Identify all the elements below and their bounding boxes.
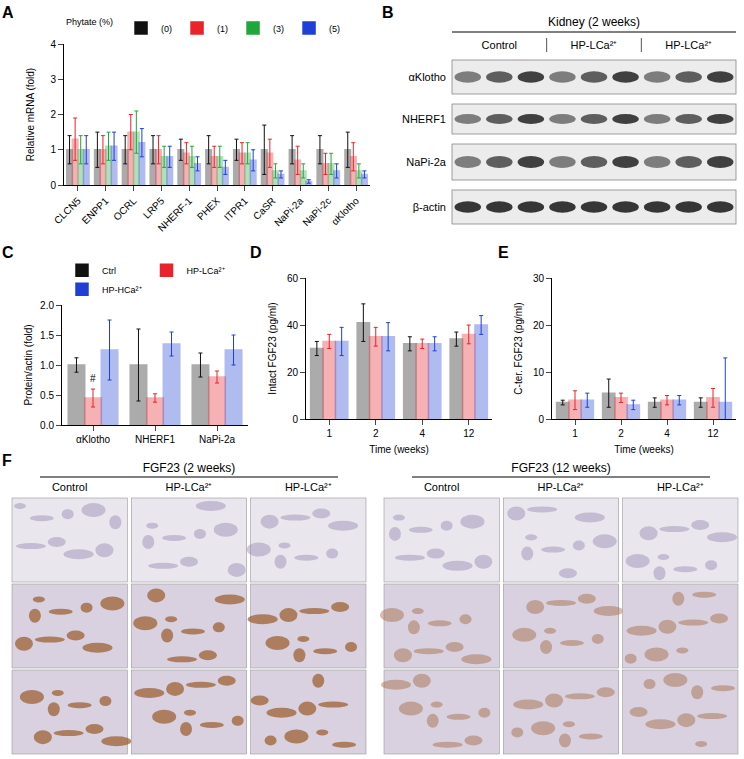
svg-text:NaPi-2c: NaPi-2c [300, 195, 333, 228]
svg-text:LRP5: LRP5 [141, 195, 167, 221]
svg-text:4: 4 [50, 39, 56, 50]
svg-text:HP-LCa²⁺: HP-LCa²⁺ [571, 39, 618, 51]
svg-text:30: 30 [533, 273, 545, 284]
html-text:C: C [2, 244, 14, 261]
svg-text:1.0: 1.0 [40, 360, 54, 371]
svg-text:HP-HCa²⁺: HP-HCa²⁺ [102, 285, 142, 295]
svg-text:1: 1 [572, 428, 578, 439]
svg-text:HP-LCa²⁺: HP-LCa²⁺ [285, 481, 332, 493]
svg-text:(1): (1) [217, 24, 228, 34]
svg-text:Protein/actin (fold): Protein/actin (fold) [23, 324, 34, 405]
svg-text:ENPP1: ENPP1 [80, 195, 111, 226]
svg-text:NaPi-2a: NaPi-2a [272, 195, 306, 229]
svg-text:2: 2 [373, 428, 379, 439]
svg-text:OCRL: OCRL [111, 195, 139, 223]
svg-text:0.5: 0.5 [40, 390, 54, 401]
html-text:F: F [2, 452, 12, 469]
svg-text:1.5: 1.5 [40, 330, 54, 341]
svg-text:60: 60 [287, 273, 299, 284]
svg-text:NHERF-1: NHERF-1 [156, 195, 195, 234]
svg-text:1: 1 [50, 144, 56, 155]
svg-text:HP-LCa²⁺: HP-LCa²⁺ [187, 266, 225, 276]
svg-text:Kidney (2 weeks): Kidney (2 weeks) [548, 15, 640, 29]
svg-text:0: 0 [538, 414, 544, 425]
svg-text:NaPi-2a: NaPi-2a [406, 156, 447, 168]
svg-text:Control: Control [424, 481, 459, 493]
svg-text:NaPi-2a: NaPi-2a [199, 434, 236, 445]
html-text:A: A [2, 4, 14, 21]
svg-text:(3): (3) [273, 24, 284, 34]
svg-text:CaSR: CaSR [251, 195, 278, 222]
svg-text:(0): (0) [161, 24, 172, 34]
svg-text:(5): (5) [329, 24, 340, 34]
svg-text:PHEX: PHEX [195, 195, 222, 222]
svg-text:β-actin: β-actin [413, 201, 446, 213]
svg-text:FGF23 (2 weeks): FGF23 (2 weeks) [143, 461, 236, 475]
svg-text:#: # [90, 373, 96, 384]
svg-text:10: 10 [533, 367, 545, 378]
svg-text:αKlotho: αKlotho [408, 71, 446, 83]
html-text:E: E [498, 244, 509, 261]
svg-text:HP-LCa²⁺: HP-LCa²⁺ [665, 39, 712, 51]
svg-text:40: 40 [287, 320, 299, 331]
svg-text:4: 4 [664, 428, 670, 439]
svg-text:HP-LCa²⁺: HP-LCa²⁺ [657, 481, 704, 493]
svg-text:20: 20 [533, 320, 545, 331]
svg-text:2: 2 [618, 428, 624, 439]
svg-text:4: 4 [419, 428, 425, 439]
svg-text:0: 0 [292, 414, 298, 425]
svg-text:20: 20 [287, 367, 299, 378]
svg-text:HP-LCa²⁺: HP-LCa²⁺ [538, 481, 585, 493]
svg-text:2: 2 [50, 109, 56, 120]
svg-text:NHERF1: NHERF1 [402, 113, 446, 125]
svg-text:Control: Control [52, 481, 87, 493]
svg-text:C-ter. FGF23 (pg/ml): C-ter. FGF23 (pg/ml) [513, 302, 524, 394]
svg-text:Control: Control [482, 39, 517, 51]
svg-text:Relative mRNA (fold): Relative mRNA (fold) [25, 68, 36, 161]
html-text:D: D [250, 244, 262, 261]
svg-text:12: 12 [463, 428, 475, 439]
svg-text:2.0: 2.0 [40, 300, 54, 311]
svg-text:HP-LCa²⁺: HP-LCa²⁺ [166, 481, 213, 493]
html-text:B: B [382, 4, 394, 21]
svg-text:αKlotho: αKlotho [76, 434, 111, 445]
svg-text:Intact FGF23 (pg/ml): Intact FGF23 (pg/ml) [267, 302, 278, 394]
svg-text:αKlotho: αKlotho [329, 195, 361, 227]
svg-text:Ctrl: Ctrl [102, 266, 116, 276]
svg-text:Time (weeks): Time (weeks) [614, 444, 674, 455]
svg-text:CLCN5: CLCN5 [52, 195, 83, 226]
svg-text:Phytate (%): Phytate (%) [66, 17, 113, 27]
svg-text:3: 3 [50, 74, 56, 85]
svg-text:FGF23 (12 weeks): FGF23 (12 weeks) [511, 461, 610, 475]
svg-text:0.0: 0.0 [40, 420, 54, 431]
svg-text:0: 0 [50, 180, 56, 191]
svg-text:NHERF1: NHERF1 [135, 434, 175, 445]
svg-text:Time (weeks): Time (weeks) [369, 444, 429, 455]
svg-text:12: 12 [707, 428, 719, 439]
svg-text:1: 1 [326, 428, 332, 439]
svg-text:ITPR1: ITPR1 [222, 195, 250, 223]
